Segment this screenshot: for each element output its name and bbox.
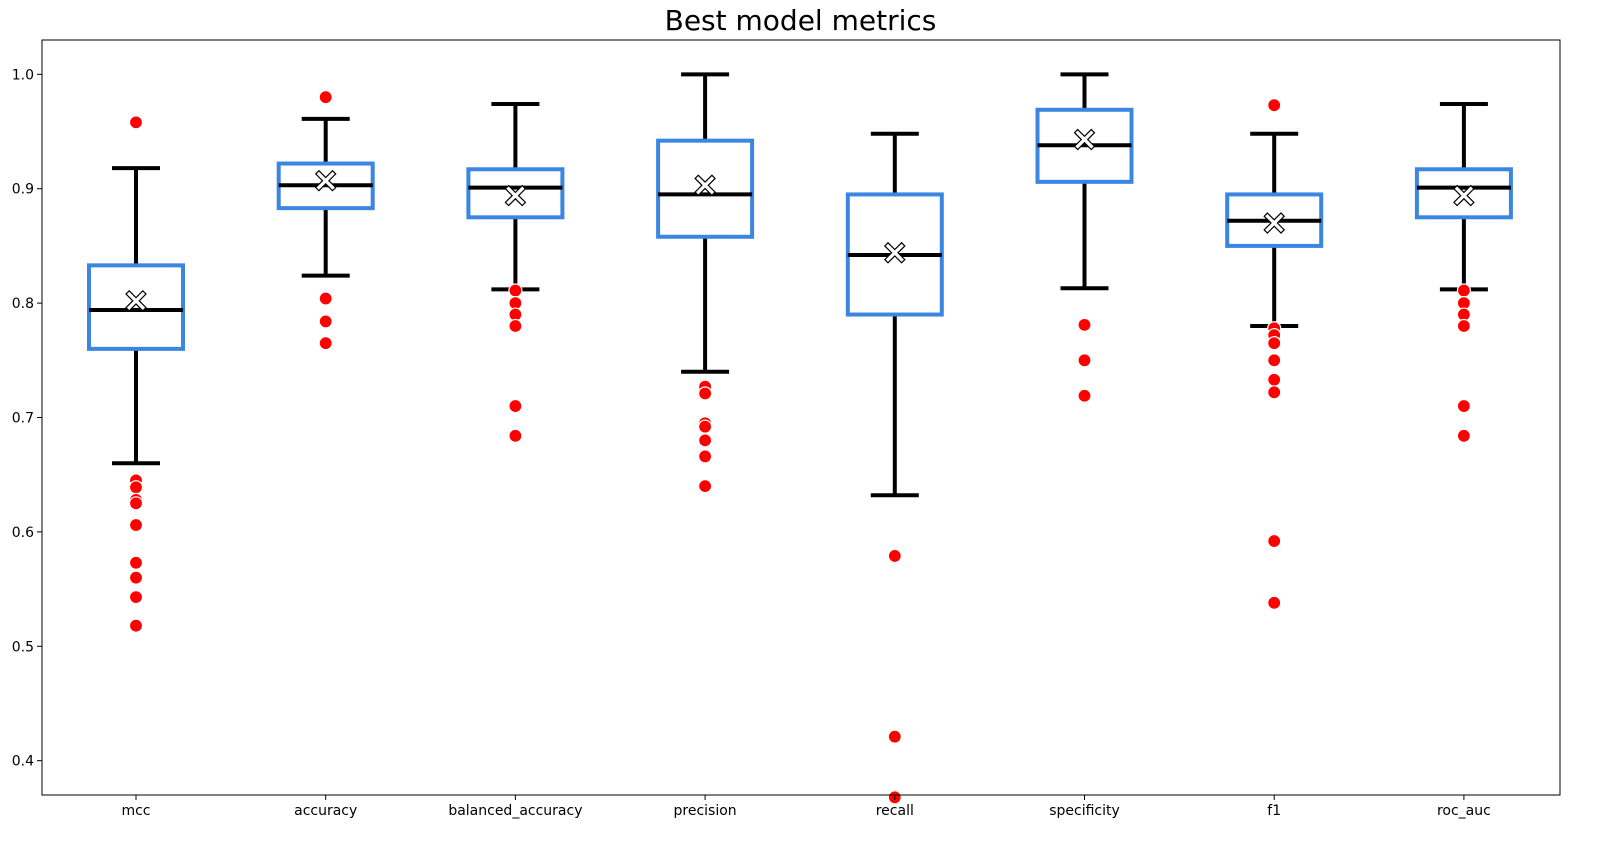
mean-marker (504, 184, 527, 207)
outlier-point (697, 419, 713, 434)
box-group-mcc (87, 115, 185, 633)
plot-frame (41, 39, 1561, 796)
outlier-point (1456, 283, 1472, 298)
outlier-point (318, 336, 333, 351)
chart-title: Best model metrics (664, 4, 937, 37)
outlier-point (318, 90, 333, 105)
box-group-specificity (1035, 72, 1134, 403)
outlier-point (1456, 398, 1472, 414)
box-group-balanced_accuracy (466, 102, 565, 443)
axes: mcc accuracy balanced_accuracy precision rec… (12, 39, 1561, 819)
outlier-point (887, 729, 902, 744)
outlier-point (128, 115, 144, 130)
x-tick-label: specificity (1049, 803, 1120, 819)
outlier-point (508, 318, 523, 334)
outlier-point (697, 479, 713, 494)
outlier-point (1267, 385, 1282, 400)
outlier-point (697, 449, 713, 464)
outlier-point (1456, 428, 1472, 443)
y-tick-label: 1.0 (12, 67, 34, 83)
box-group-roc_auc (1414, 102, 1513, 443)
mean-marker (1453, 184, 1475, 207)
outlier-point (1267, 533, 1282, 549)
outlier-point (128, 496, 144, 511)
outlier-point (1267, 353, 1282, 368)
mean-marker (1073, 128, 1096, 151)
outlier-point (128, 570, 144, 585)
mean-marker (314, 169, 337, 192)
outlier-point (508, 398, 523, 414)
iqr-box (466, 167, 565, 220)
mean-marker (694, 174, 716, 197)
outlier-point (318, 291, 333, 306)
plot-area (87, 72, 1513, 805)
outlier-point (1267, 595, 1282, 610)
outlier-point (128, 555, 144, 570)
y-tick-label: 0.9 (12, 182, 34, 198)
outlier-point (1456, 318, 1472, 334)
outlier-point (128, 480, 144, 495)
box-group-f1 (1225, 98, 1324, 610)
box-group-precision (656, 72, 755, 494)
outlier-point (1267, 372, 1282, 387)
outlier-point (128, 517, 144, 533)
outlier-point (128, 618, 144, 633)
x-tick-label: accuracy (294, 803, 357, 819)
x-tick-label: recall (876, 803, 914, 819)
mean-marker (883, 241, 906, 264)
box-group-recall (845, 131, 944, 805)
outlier-point (318, 314, 333, 329)
x-tick-label: balanced_accuracy (448, 803, 582, 819)
x-tick-label: mcc (121, 803, 150, 819)
outlier-point (1267, 98, 1282, 113)
y-tick-label: 0.6 (12, 525, 34, 541)
outlier-point (1077, 353, 1092, 368)
outlier-point (508, 428, 523, 443)
y-tick-label: 0.7 (12, 411, 34, 427)
y-tick-label: 0.8 (12, 296, 34, 312)
x-tick-label: f1 (1267, 803, 1281, 819)
y-tick-label: 0.5 (12, 639, 34, 655)
outlier-point (1077, 388, 1092, 403)
outlier-point (697, 386, 713, 401)
y-tick-label: 0.4 (12, 754, 34, 770)
outlier-point (128, 589, 144, 605)
iqr-box (1414, 167, 1513, 220)
iqr-box (87, 263, 185, 351)
outlier-point (1077, 317, 1092, 332)
x-tick-label: roc_auc (1437, 803, 1491, 819)
mean-marker (125, 289, 147, 312)
iqr-box (656, 138, 755, 239)
mean-marker (1263, 212, 1286, 234)
box-group-accuracy (276, 90, 375, 351)
outlier-point (508, 283, 523, 298)
outlier-point (697, 433, 713, 448)
outlier-point (887, 548, 902, 564)
outlier-point (1267, 336, 1282, 351)
x-tick-label: precision (674, 803, 737, 819)
